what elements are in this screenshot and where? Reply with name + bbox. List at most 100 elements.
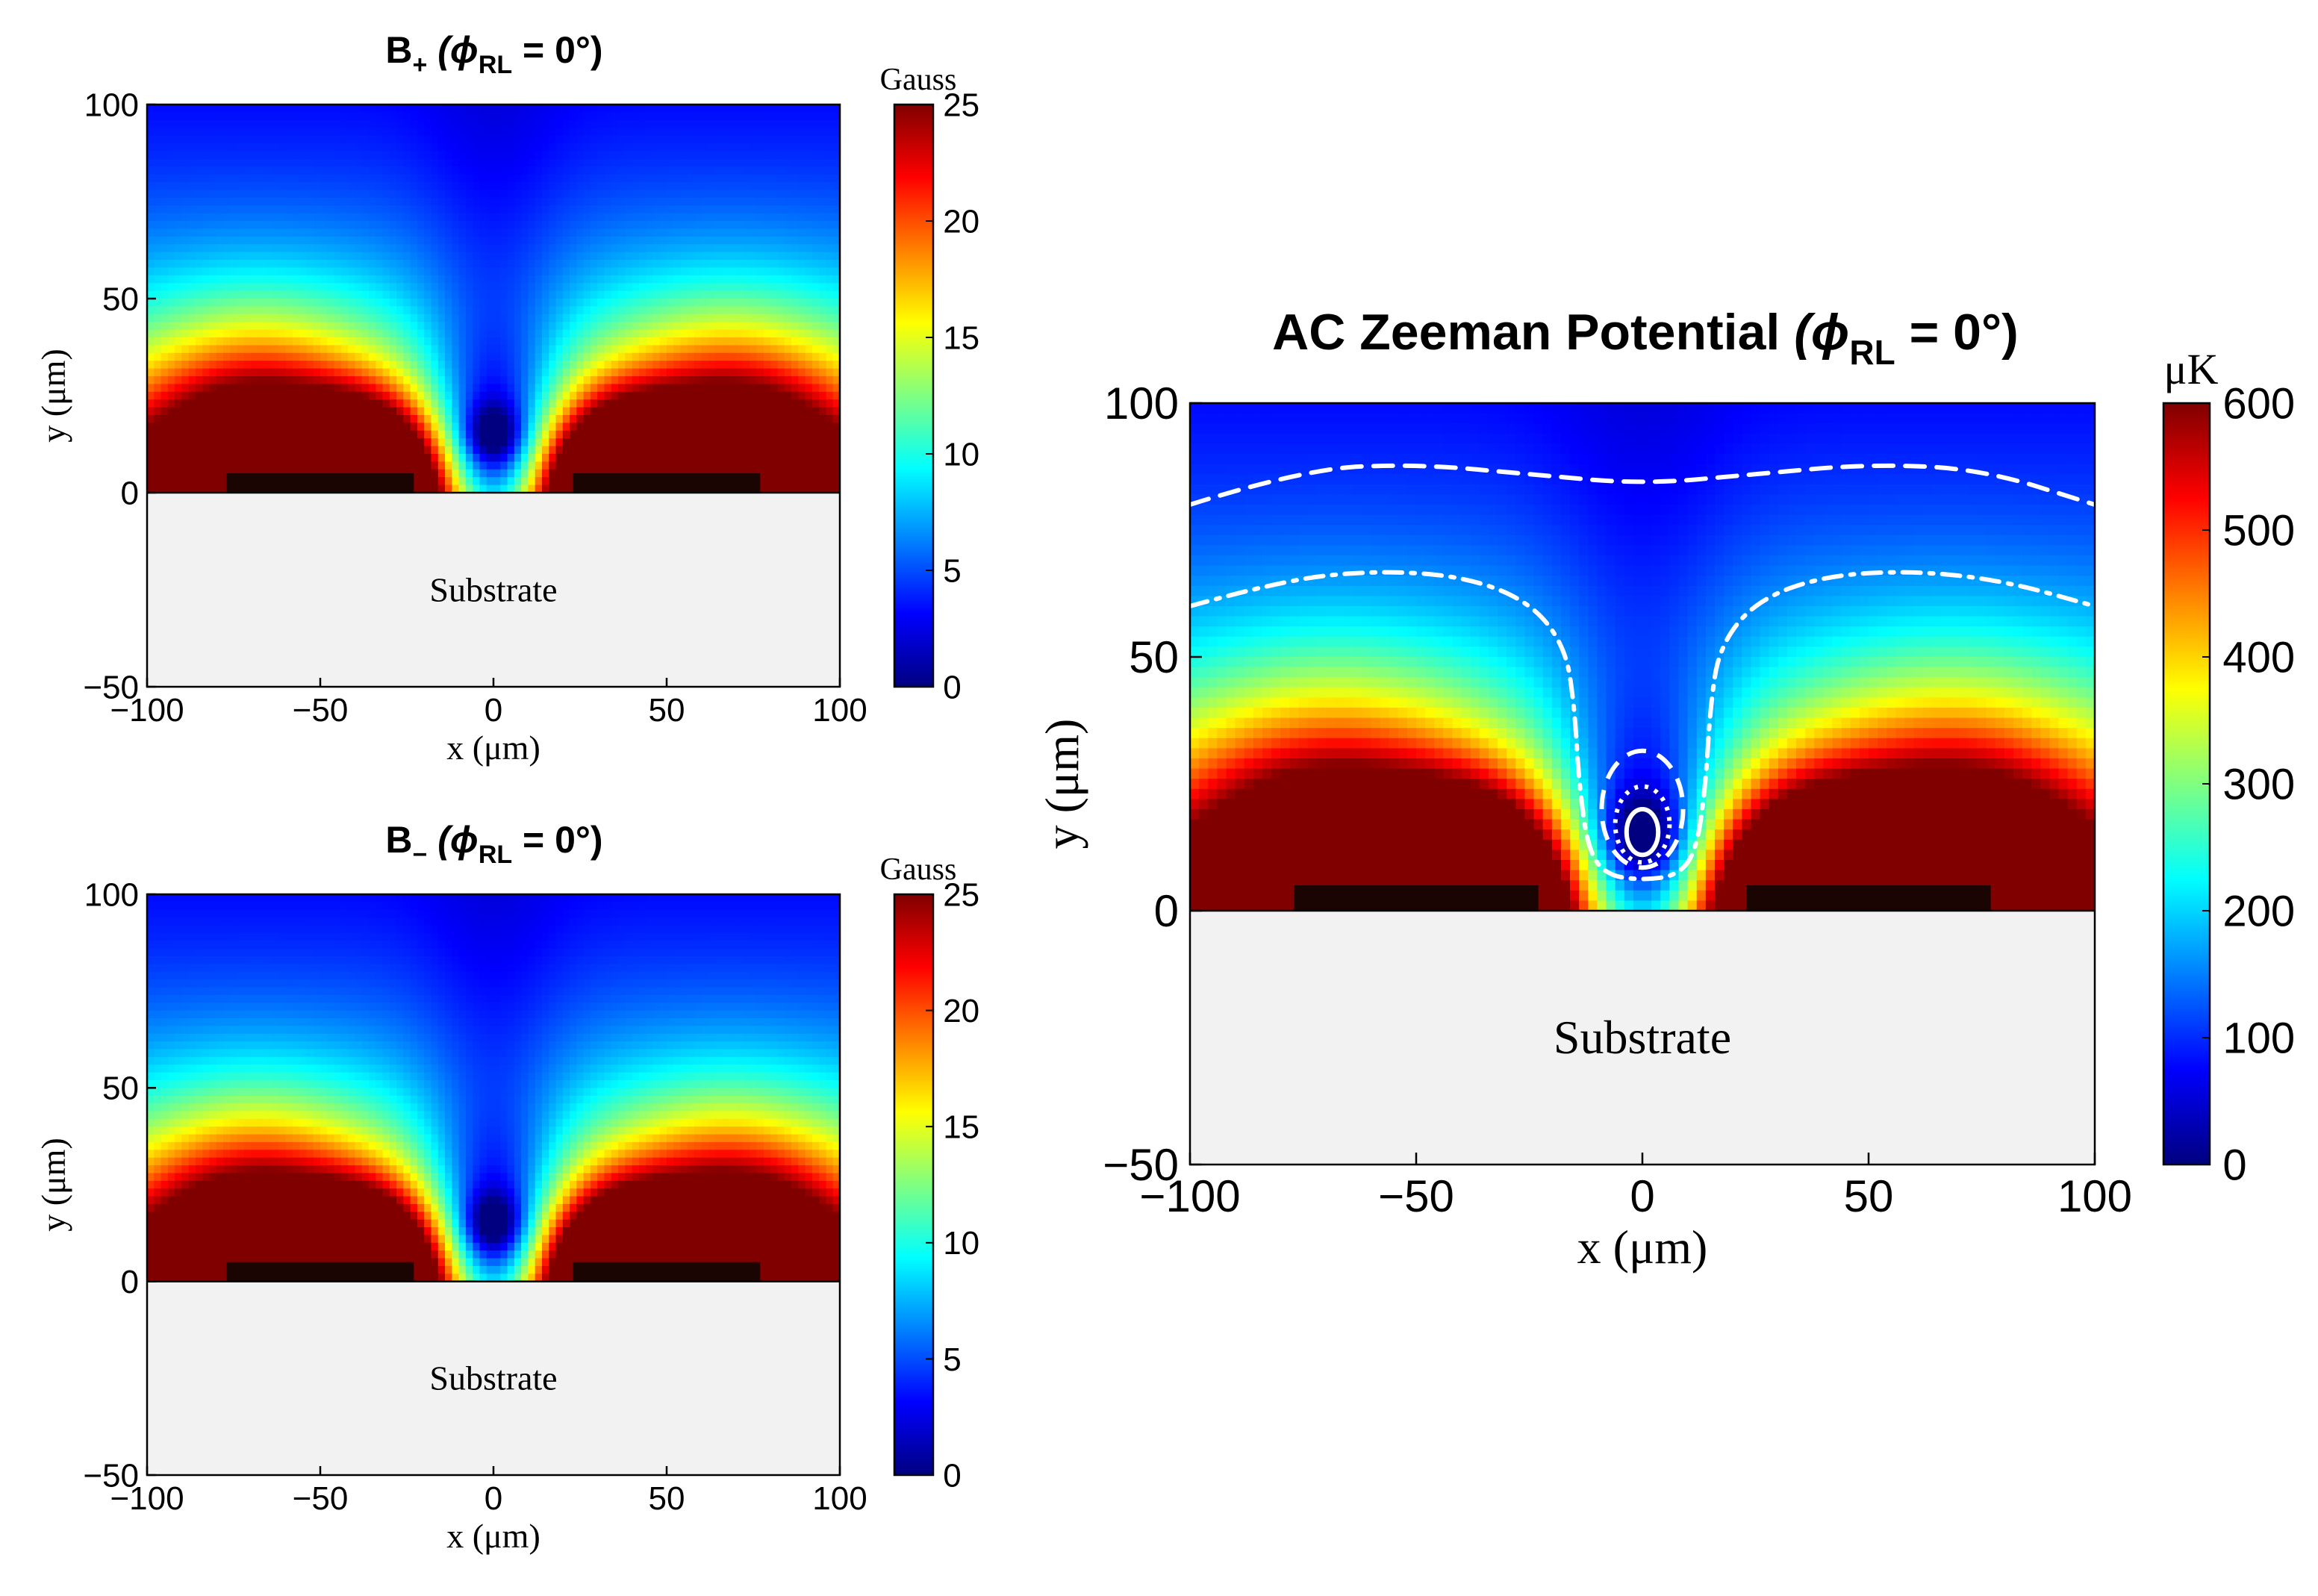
heatmap-cell	[756, 314, 764, 322]
heatmap-cell	[264, 135, 272, 144]
heatmap-cell	[410, 337, 418, 346]
heatmap-cell	[714, 376, 723, 384]
heatmap-cell	[258, 337, 266, 346]
heatmap-cell	[486, 376, 494, 384]
heatmap-cell	[798, 391, 806, 400]
heatmap-cell	[376, 368, 384, 377]
heatmap-cell	[743, 290, 750, 299]
heatmap-cell	[292, 128, 300, 137]
heatmap-cell	[500, 423, 508, 431]
heatmap-cell	[798, 469, 806, 478]
heatmap-cell	[638, 112, 647, 121]
heatmap-cell	[632, 228, 640, 237]
heatmap-cell	[576, 415, 585, 423]
heatmap-cell	[777, 244, 785, 253]
heatmap-cell	[528, 391, 536, 400]
heatmap-cell	[756, 228, 764, 237]
heatmap-cell	[618, 438, 626, 447]
heatmap-cell	[583, 384, 591, 393]
heatmap-cell	[417, 290, 425, 299]
heatmap-cell	[437, 368, 446, 377]
heatmap-cell	[819, 112, 827, 121]
heatmap-cell	[389, 438, 397, 447]
heatmap-cell	[514, 461, 522, 470]
heatmap-cell	[521, 228, 529, 237]
heatmap-cell	[708, 112, 716, 121]
heatmap-cell	[223, 368, 231, 377]
heatmap-cell	[320, 158, 328, 167]
heatmap-cell	[285, 112, 293, 121]
heatmap-cell	[445, 376, 452, 384]
heatmap-cell	[431, 151, 439, 160]
heatmap-cell	[202, 143, 211, 152]
heatmap-cell	[161, 151, 169, 160]
heatmap-cell	[216, 484, 224, 493]
heatmap-cell	[583, 352, 591, 361]
heatmap-cell	[243, 314, 252, 322]
heatmap-cell	[431, 205, 439, 214]
heatmap-cell	[334, 221, 342, 229]
heatmap-cell	[237, 329, 245, 338]
heatmap-cell	[805, 446, 813, 455]
heatmap-cell	[549, 415, 557, 423]
heatmap-cell	[729, 244, 737, 253]
heatmap-cell	[410, 221, 418, 229]
heatmap-cell	[659, 368, 667, 377]
heatmap-cell	[687, 376, 695, 384]
heatmap-cell	[798, 105, 806, 113]
heatmap-cell	[264, 119, 272, 128]
heatmap-cell	[154, 228, 162, 237]
heatmap-cell	[389, 361, 397, 370]
heatmap-cell	[632, 290, 640, 299]
heatmap-cell	[161, 197, 169, 206]
heatmap-cell	[424, 322, 432, 331]
heatmap-cell	[486, 143, 494, 152]
heatmap-cell	[555, 461, 564, 470]
heatmap-cell	[562, 290, 570, 299]
heatmap-cell	[195, 484, 203, 493]
heatmap-cell	[410, 430, 418, 439]
heatmap-cell	[403, 190, 411, 199]
heatmap-cell	[327, 322, 335, 331]
heatmap-cell	[632, 221, 640, 229]
heatmap-cell	[611, 384, 619, 393]
heatmap-cell	[646, 151, 654, 160]
heatmap-cell	[576, 299, 585, 307]
heatmap-cell	[590, 352, 598, 361]
heatmap-cell	[493, 384, 501, 393]
heatmap-cell	[652, 174, 661, 183]
heatmap-cell	[195, 407, 203, 416]
heatmap-cell	[646, 329, 654, 338]
heatmap-cell	[611, 151, 619, 160]
heatmap-cell	[514, 415, 522, 423]
heatmap-cell	[708, 228, 716, 237]
heatmap-cell	[541, 469, 549, 478]
heatmap-cell	[535, 267, 543, 276]
heatmap-cell	[431, 352, 439, 361]
heatmap-cell	[230, 290, 238, 299]
heatmap-cell	[805, 477, 813, 486]
heatmap-cell	[555, 368, 564, 377]
heatmap-cell	[652, 275, 661, 284]
heatmap-cell	[826, 384, 834, 393]
heatmap-cell	[667, 430, 674, 439]
heatmap-cell	[327, 399, 335, 408]
heatmap-cell	[680, 329, 688, 338]
heatmap-cell	[541, 391, 549, 400]
heatmap-cell	[687, 446, 695, 455]
heatmap-cell	[701, 128, 709, 137]
heatmap-cell	[576, 244, 585, 253]
heatmap-cell	[258, 384, 266, 393]
heatmap-cell	[763, 166, 771, 175]
heatmap-cell	[777, 423, 785, 431]
heatmap-cell	[181, 337, 190, 346]
heatmap-cell	[541, 221, 549, 229]
heatmap-cell	[424, 399, 432, 408]
heatmap-cell	[735, 352, 744, 361]
heatmap-cell	[486, 399, 494, 408]
heatmap-cell	[431, 368, 439, 377]
heatmap-cell	[549, 166, 557, 175]
heatmap-cell	[272, 399, 279, 408]
heatmap-cell	[230, 361, 238, 370]
heatmap-cell	[154, 244, 162, 253]
